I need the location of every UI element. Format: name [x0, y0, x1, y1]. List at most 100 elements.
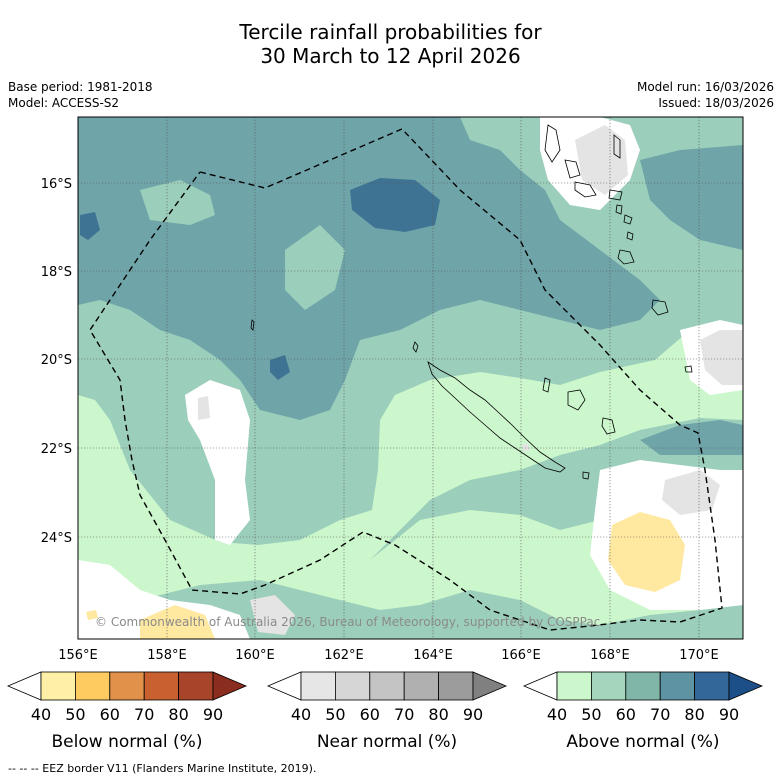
legend-tick-label: 90: [719, 705, 739, 724]
probability-region-below-50-1: [608, 512, 685, 592]
legend-tick-label: 80: [168, 705, 188, 724]
map-border: [77, 116, 744, 640]
probability-region-below-50-3: [86, 610, 98, 620]
eez-border: [89, 128, 723, 631]
legend-title: Near normal (%): [317, 732, 457, 752]
legend-swatch: [300, 671, 336, 701]
probability-region-near-40-4: [198, 396, 210, 420]
legend-tick-label: 70: [394, 705, 414, 724]
legend-swatch: [334, 671, 371, 701]
legend-arrow-left: [522, 671, 558, 701]
legend-tick-label: 50: [581, 705, 601, 724]
map-title: Tercile rainfall probabilities for 30 Ma…: [0, 20, 781, 68]
legend-tick-label: 90: [463, 705, 483, 724]
legend-tick-label: 40: [547, 705, 567, 724]
legend-swatch: [403, 671, 440, 701]
legend-swatch: [659, 671, 696, 701]
probability-region-near-40-1: [575, 125, 628, 195]
small-island-3: [684, 365, 693, 373]
probability-region-above-60b: [370, 418, 743, 560]
probability-region-near-40-6: [522, 443, 530, 452]
legend-tick-label: 60: [616, 705, 636, 724]
legend-swatch: [556, 671, 592, 701]
legend-swatch: [40, 671, 76, 701]
probability-region-above-60c: [140, 580, 743, 639]
probability-region-above-70b: [640, 145, 743, 250]
legend-arrow-left: [6, 671, 42, 701]
probability-region-above-80: [350, 178, 440, 232]
lat-label: 22°S: [41, 442, 72, 457]
legend-tick-label: 60: [360, 705, 380, 724]
probability-region-above-70: [78, 117, 660, 420]
legend-arrow-right: [728, 671, 764, 701]
lat-label: 18°S: [41, 265, 72, 280]
probability-region-white-3: [78, 560, 250, 639]
lon-label: 164°E: [413, 648, 453, 663]
legend-tick-label: 70: [134, 705, 154, 724]
issued-text: Issued: 18/03/2026: [658, 96, 774, 110]
lat-label: 20°S: [41, 353, 72, 368]
lon-label: 156°E: [58, 648, 98, 663]
axis-labels: 156°E 158°E 160°E 162°E 164°E 166°E 168°…: [41, 177, 719, 663]
legend-swatch: [591, 671, 627, 701]
probability-region-white-1: [185, 380, 250, 545]
lon-label: 168°E: [590, 648, 630, 663]
legend-tick-label: 50: [325, 705, 345, 724]
legend-tick-label: 40: [291, 705, 311, 724]
base-period-text: Base period: 1981-2018: [8, 80, 153, 94]
small-island-1: [412, 341, 419, 353]
legend-tick-label: 40: [31, 705, 51, 724]
legend-tick-label: 80: [428, 705, 448, 724]
legend-arrow-left: [266, 671, 302, 701]
model-text: Model: ACCESS-S2: [8, 96, 120, 110]
title-line-2: 30 March to 12 April 2026: [260, 44, 521, 68]
lat-label: 16°S: [41, 177, 72, 192]
legend-tick-label: 60: [100, 705, 120, 724]
legend-tick-label: 70: [650, 705, 670, 724]
lon-label: 158°E: [147, 648, 187, 663]
legend-arrow-right: [472, 671, 508, 701]
probability-region-above-80b: [80, 212, 100, 240]
legend-tick-label: 90: [203, 705, 223, 724]
lat-label: 24°S: [41, 531, 72, 546]
probability-region-above-60-patch2: [285, 225, 345, 310]
probability-region-near-40-5: [250, 595, 295, 635]
copyright-text: © Commonwealth of Australia 2026, Bureau…: [95, 615, 600, 629]
gridlines: [78, 117, 743, 639]
meta-left: Base period: 1981-2018 Model: ACCESS-S2: [8, 79, 153, 111]
model-run-text: Model run: 16/03/2026: [636, 80, 774, 94]
lon-label: 166°E: [501, 648, 541, 663]
lon-label: 160°E: [235, 648, 275, 663]
probability-region-above-70c: [640, 420, 743, 455]
legend-swatch: [75, 671, 111, 701]
legend-near: 40 50 60 70 80 90 Near normal (%): [266, 671, 508, 752]
lon-label: 162°E: [324, 648, 364, 663]
probability-region-near-40-2: [700, 330, 743, 385]
vanuatu-islands: [544, 124, 669, 316]
loyalty-islands: [542, 377, 616, 435]
legend-swatch: [178, 671, 214, 701]
isle-of-pines: [582, 471, 590, 480]
legend-arrow-right: [212, 671, 248, 701]
meta-right: Model run: 16/03/2026 Issued: 18/03/2026: [637, 79, 774, 111]
lon-label: 170°E: [679, 648, 719, 663]
legend-title: Above normal (%): [566, 732, 719, 752]
eez-footer-note: -- -- -- EEZ border V11 (Flanders Marine…: [8, 762, 317, 775]
legend-swatch: [625, 671, 661, 701]
legend-tick-label: 50: [65, 705, 85, 724]
legend-title: Below normal (%): [52, 732, 203, 752]
legend-swatch: [438, 671, 474, 701]
legend-swatch: [109, 671, 145, 701]
title-line-1: Tercile rainfall probabilities for: [239, 20, 542, 44]
legend-swatch: [143, 671, 179, 701]
map-panel: © Commonwealth of Australia 2026, Bureau…: [78, 117, 743, 639]
small-island-2: [250, 319, 255, 331]
legend-swatch: [694, 671, 730, 701]
probability-region-below-50-2: [140, 605, 215, 639]
new-caledonia-island: [427, 361, 566, 473]
probability-region-near-40-3: [662, 470, 720, 515]
